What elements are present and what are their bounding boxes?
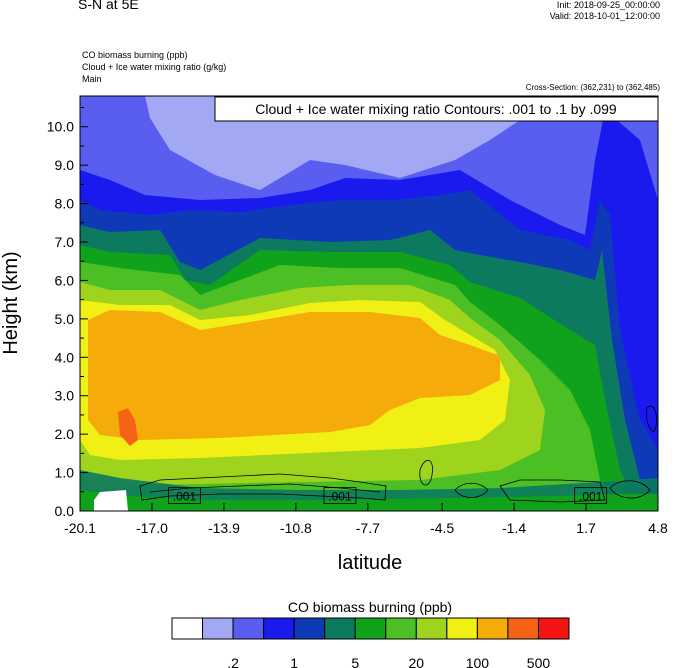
x-tick-label: -10.8	[280, 520, 312, 536]
x-tick-label: -17.0	[136, 520, 168, 536]
y-tick-label: 5.0	[55, 311, 75, 327]
band-red-orange	[118, 408, 138, 446]
colorbar-label: 1	[290, 655, 298, 668]
contour-label: .001	[173, 490, 197, 504]
contour-info-text: Cloud + Ice water mixing ratio Contours:…	[255, 101, 617, 117]
colorbar-title: CO biomass burning (ppb)	[288, 599, 452, 615]
y-axis-label: Height (km)	[0, 251, 22, 354]
contour-label-box	[323, 487, 357, 505]
colorbar-swatch	[385, 617, 417, 640]
colorbar-swatch	[415, 617, 448, 640]
contour-label-box	[168, 487, 201, 505]
colorbar-swatch	[537, 617, 570, 640]
y-tick-label: 7.0	[55, 234, 75, 250]
x-tick-label: -20.1	[64, 520, 96, 536]
init-time: Init: 2018-09-25_00:00:00	[556, 0, 660, 10]
cross-section-label: Cross-Section: (362,231) to (362,485)	[525, 83, 660, 92]
contour-label-box	[574, 487, 608, 505]
contour-info-box	[214, 96, 659, 122]
band-white-patch	[94, 490, 128, 511]
x-tick-label: -1.4	[502, 520, 526, 536]
contour-line	[139, 473, 387, 501]
x-tick-label: 1.7	[576, 520, 596, 536]
colorbar-swatch	[293, 617, 326, 640]
contour-line	[149, 483, 381, 493]
y-tick-label: 3.0	[55, 388, 75, 404]
plot-frame	[79, 95, 659, 512]
x-axis-ticks: -20.1 -17.0 -13.9 -10.8 -7.7 -4.5 -1.4 1.7 4.8	[64, 503, 668, 536]
colorbar-label: .2	[227, 655, 239, 668]
y-tick-label: 4.0	[55, 349, 75, 365]
band-surface-green	[80, 490, 658, 511]
domain-label: Main	[82, 74, 102, 84]
contour-label: .001	[328, 490, 352, 504]
colorbar-label: 20	[409, 655, 425, 668]
y-tick-label: 6.0	[55, 272, 75, 288]
y-tick-label: 2.0	[55, 426, 75, 442]
colorbar-swatch	[324, 617, 356, 640]
x-tick-label: -4.5	[430, 520, 454, 536]
band-orange	[88, 310, 500, 440]
x-axis-label: latitude	[338, 552, 403, 574]
x-tick-label: 4.8	[648, 520, 668, 536]
colorbar: .2 1 5 20 100 500	[171, 617, 570, 668]
contour-line	[454, 482, 489, 498]
colorbar-swatch	[232, 617, 265, 640]
y-tick-label: 9.0	[55, 157, 75, 173]
contour-line	[419, 460, 433, 486]
contour-line	[646, 405, 657, 433]
contour-line	[499, 479, 606, 503]
y-tick-label: 1.0	[55, 465, 75, 481]
variable-cloud-label: Cloud + Ice water mixing ratio (g/kg)	[82, 62, 227, 72]
valid-time: Valid: 2018-10-01_12:00:00	[549, 11, 660, 21]
plot-title: S-N at 5E	[78, 0, 139, 12]
variable-co-label: CO biomass burning (ppb)	[82, 50, 188, 60]
contour-labels: .001 .001 .001	[168, 487, 608, 505]
shaded-field	[80, 96, 658, 511]
y-axis-ticks: 0.0 1.0 2.0 3.0 4.0 5.0 6.0 7.0 8.0 9.0 10.0	[47, 107, 88, 519]
y-tick-label: 8.0	[55, 196, 75, 212]
colorbar-label: 5	[351, 655, 359, 668]
x-tick-label: -13.9	[208, 520, 240, 536]
colorbar-swatch	[507, 617, 539, 640]
y-tick-label: 0.0	[55, 503, 75, 519]
colorbar-swatch	[171, 617, 204, 640]
contour-label: .001	[579, 490, 603, 504]
y-tick-label: 10.0	[47, 119, 74, 135]
colorbar-swatch	[476, 617, 509, 640]
contour-line	[609, 480, 651, 499]
x-tick-label: -7.7	[356, 520, 380, 536]
colorbar-label: 500	[527, 655, 551, 668]
colorbar-swatch	[263, 617, 295, 640]
cloud-contours	[139, 405, 657, 503]
colorbar-swatch	[202, 617, 234, 640]
colorbar-label: 100	[466, 655, 490, 668]
colorbar-swatch	[354, 617, 387, 640]
colorbar-swatch	[446, 617, 478, 640]
